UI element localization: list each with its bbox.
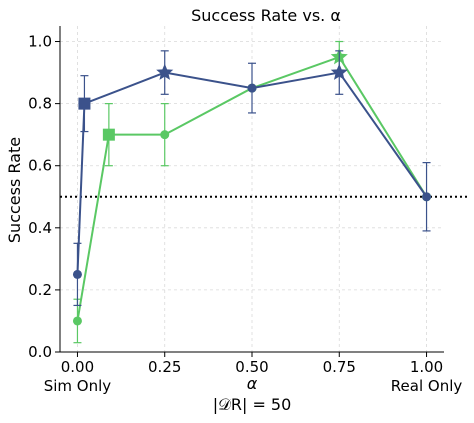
x-tick-sublabel: Real Only [391,377,463,395]
data-point-star [156,63,174,80]
x-axis-sublabel: |𝒟R| = 50 [213,395,292,414]
y-tick-label: 0.0 [28,343,52,361]
data-point-square [102,128,115,141]
series-0 [72,40,432,344]
data-point-star [330,63,348,80]
x-tick-label: 0.75 [323,358,356,376]
y-axis-label: Success Rate [5,137,24,243]
series-1 [72,50,432,307]
data-point-circle [72,316,82,326]
data-point-circle [160,130,170,140]
x-tick-label: 0.50 [235,358,268,376]
x-tick-label: 0.00 [61,358,94,376]
series-layer [72,40,432,344]
series-line [76,55,428,322]
x-axis-label: α [247,374,258,393]
x-tick-label: 0.25 [148,358,181,376]
chart-title: Success Rate vs. α [191,6,341,25]
y-tick-label: 0.6 [28,157,52,175]
data-point-circle [247,83,257,93]
data-point-square [78,97,91,110]
y-tick-label: 0.4 [28,219,52,237]
y-tick-label: 1.0 [28,33,52,51]
x-tick-sublabel: Sim Only [44,377,112,395]
x-tick-label: 1.00 [410,358,443,376]
y-tick-label: 0.2 [28,281,52,299]
data-point-circle [422,192,432,202]
y-tick-label: 0.8 [28,95,52,113]
data-point-circle [72,269,82,279]
